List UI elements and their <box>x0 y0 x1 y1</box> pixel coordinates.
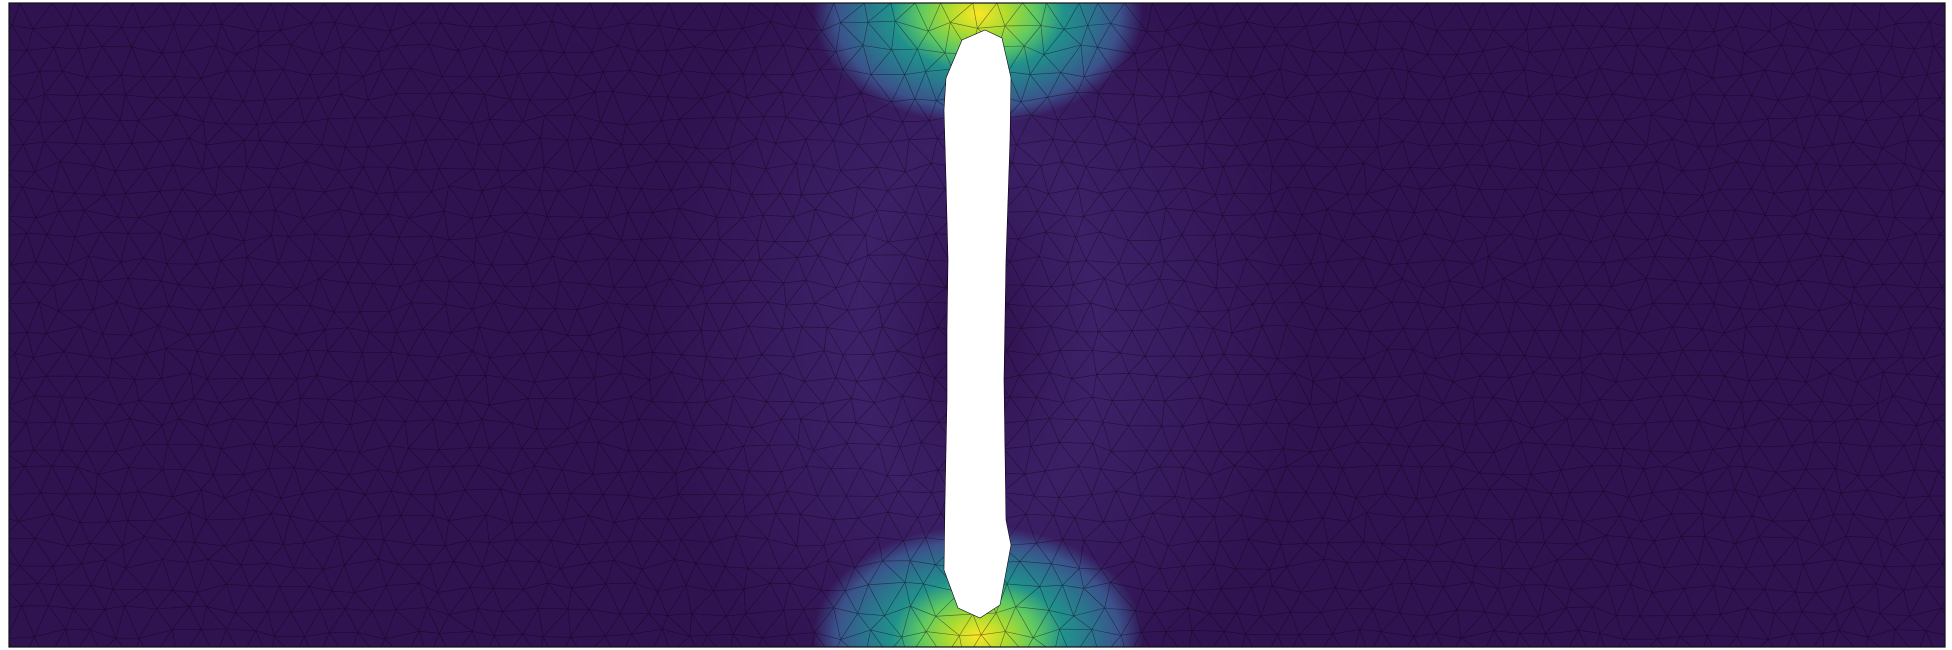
domain-frame <box>8 2 1946 648</box>
mesh-edges <box>9 3 1945 647</box>
triangle-mesh <box>9 3 1945 647</box>
slot-void <box>943 29 1012 619</box>
